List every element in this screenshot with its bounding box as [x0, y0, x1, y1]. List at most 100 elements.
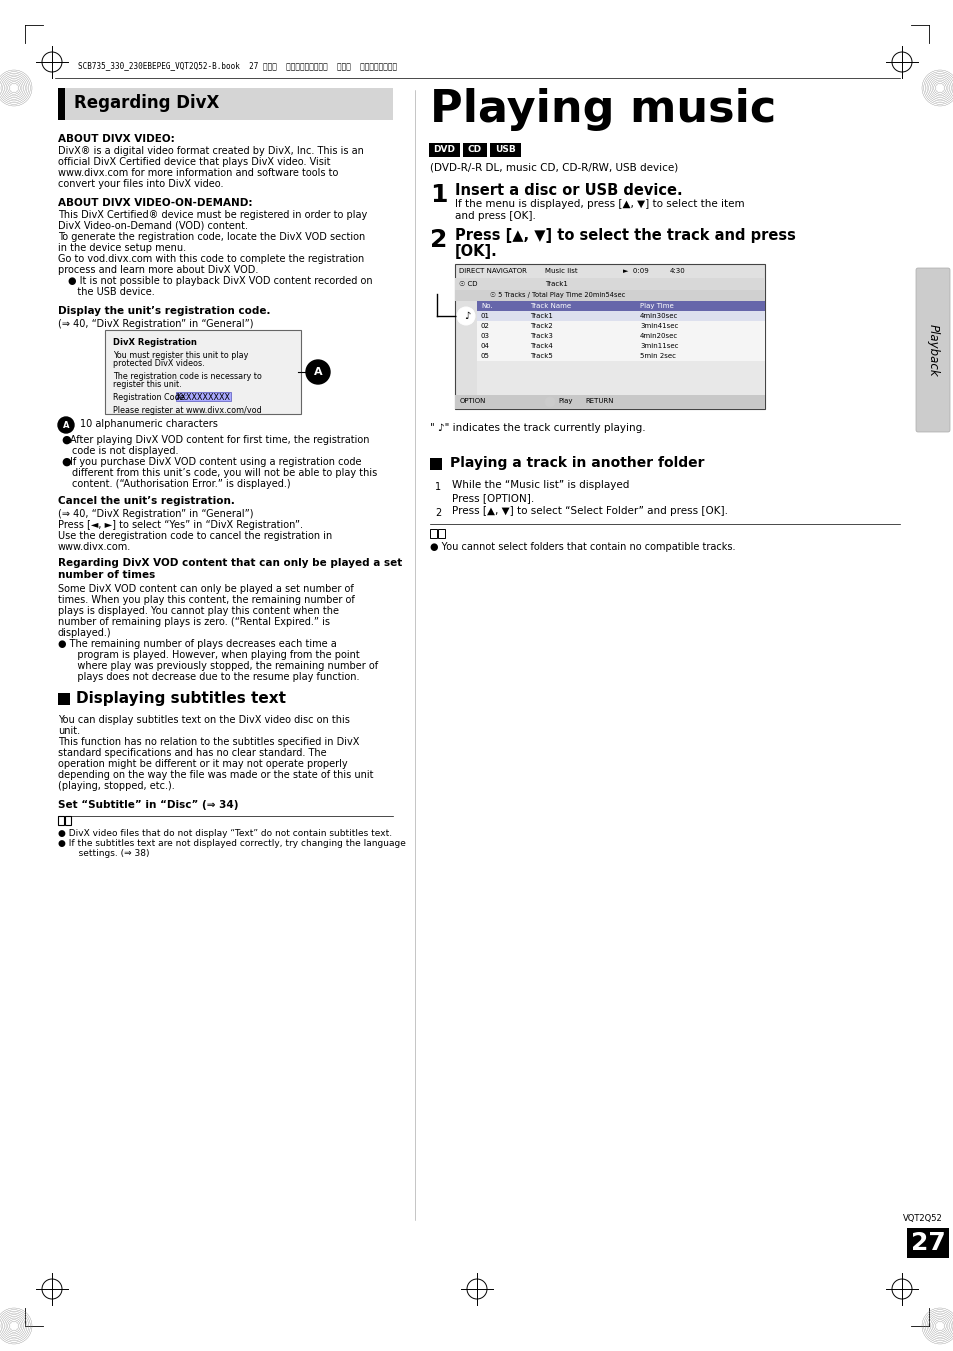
Text: The registration code is necessary to: The registration code is necessary to	[112, 372, 262, 381]
Text: code is not displayed.: code is not displayed.	[71, 446, 178, 457]
FancyBboxPatch shape	[476, 301, 764, 311]
Text: DivX Video-on-Demand (VOD) content.: DivX Video-on-Demand (VOD) content.	[58, 222, 248, 231]
Text: displayed.): displayed.)	[58, 628, 112, 638]
Text: ●: ●	[61, 457, 71, 467]
Text: Displaying subtitles text: Displaying subtitles text	[76, 690, 286, 705]
Text: 02: 02	[480, 323, 489, 330]
Circle shape	[544, 397, 555, 407]
Text: official DivX Certified device that plays DivX video. Visit: official DivX Certified device that play…	[58, 157, 330, 168]
Text: USB: USB	[495, 146, 516, 154]
Text: number of times: number of times	[58, 570, 155, 580]
Text: Playing a track in another folder: Playing a track in another folder	[450, 457, 703, 470]
FancyBboxPatch shape	[430, 458, 441, 470]
Text: [OK].: [OK].	[455, 245, 497, 259]
Text: 4min20sec: 4min20sec	[639, 332, 678, 339]
Text: Track5: Track5	[530, 353, 552, 359]
FancyBboxPatch shape	[175, 392, 231, 401]
FancyBboxPatch shape	[490, 143, 520, 157]
Text: ABOUT DIVX VIDEO-ON-DEMAND:: ABOUT DIVX VIDEO-ON-DEMAND:	[58, 199, 253, 208]
Text: DivX Registration: DivX Registration	[112, 338, 196, 347]
Text: in the device setup menu.: in the device setup menu.	[58, 243, 186, 253]
Text: ● It is not possible to playback DivX VOD content recorded on: ● It is not possible to playback DivX VO…	[68, 276, 373, 286]
FancyBboxPatch shape	[455, 394, 764, 409]
FancyBboxPatch shape	[455, 263, 764, 409]
Text: Music list: Music list	[544, 267, 577, 274]
FancyBboxPatch shape	[455, 394, 764, 409]
Text: CD: CD	[468, 146, 481, 154]
Text: Press [◄, ►] to select “Yes” in “DivX Registration”.: Press [◄, ►] to select “Yes” in “DivX Re…	[58, 520, 303, 530]
Text: No.: No.	[480, 303, 492, 309]
Text: convert your files into DivX video.: convert your files into DivX video.	[58, 178, 223, 189]
Text: ☉ 5 Tracks / Total Play Time 20min54sec: ☉ 5 Tracks / Total Play Time 20min54sec	[490, 292, 624, 299]
Circle shape	[430, 505, 446, 521]
Text: 2: 2	[435, 508, 440, 517]
Text: DVD: DVD	[433, 146, 455, 154]
Circle shape	[306, 359, 330, 384]
Text: 2: 2	[430, 228, 447, 253]
Text: Track3: Track3	[530, 332, 553, 339]
Text: ● If the subtitles text are not displayed correctly, try changing the language: ● If the subtitles text are not displaye…	[58, 839, 405, 848]
FancyBboxPatch shape	[906, 1228, 948, 1258]
Text: 4min30sec: 4min30sec	[639, 313, 678, 319]
FancyBboxPatch shape	[476, 361, 764, 394]
Text: SCB735_330_230EBEPEG_VQT2Q52-B.book  27 ページ  ２０１０年２月９日  火曜日  午前１０時５１分: SCB735_330_230EBEPEG_VQT2Q52-B.book 27 ペ…	[78, 61, 396, 70]
Text: Play Time: Play Time	[639, 303, 673, 309]
Text: Cancel the unit’s registration.: Cancel the unit’s registration.	[58, 496, 234, 507]
Text: ♪: ♪	[463, 311, 470, 322]
Text: ● DivX video files that do not display “Text” do not contain subtitles text.: ● DivX video files that do not display “…	[58, 830, 392, 838]
Text: Playing music: Playing music	[430, 88, 776, 131]
Text: DivX® is a digital video format created by DivX, Inc. This is an: DivX® is a digital video format created …	[58, 146, 363, 155]
Text: You must register this unit to play: You must register this unit to play	[112, 351, 248, 359]
Text: DIRECT NAVIGATOR: DIRECT NAVIGATOR	[458, 267, 526, 274]
FancyBboxPatch shape	[429, 143, 459, 157]
Text: Press [▲, ▼] to select “Select Folder” and press [OK].: Press [▲, ▼] to select “Select Folder” a…	[452, 507, 727, 516]
Text: times. When you play this content, the remaining number of: times. When you play this content, the r…	[58, 594, 355, 605]
Text: ABOUT DIVX VIDEO:: ABOUT DIVX VIDEO:	[58, 134, 174, 145]
Text: 3min11sec: 3min11sec	[639, 343, 678, 349]
Circle shape	[936, 85, 942, 91]
Text: OPTION: OPTION	[459, 399, 486, 404]
FancyBboxPatch shape	[58, 816, 64, 825]
Text: (⇒ 40, “DivX Registration” in “General”): (⇒ 40, “DivX Registration” in “General”)	[58, 319, 253, 330]
FancyBboxPatch shape	[65, 816, 71, 825]
Circle shape	[936, 1323, 942, 1329]
Text: 1: 1	[430, 182, 447, 207]
Text: Set “Subtitle” in “Disc” (⇒ 34): Set “Subtitle” in “Disc” (⇒ 34)	[58, 800, 238, 811]
Text: Use the deregistration code to cancel the registration in: Use the deregistration code to cancel th…	[58, 531, 332, 540]
Text: ●: ●	[61, 435, 71, 444]
Text: A: A	[314, 367, 322, 377]
Text: Track1: Track1	[544, 281, 567, 286]
FancyBboxPatch shape	[476, 351, 764, 361]
Text: Track2: Track2	[530, 323, 552, 330]
Circle shape	[11, 1323, 17, 1329]
Text: If you purchase DivX VOD content using a registration code: If you purchase DivX VOD content using a…	[70, 457, 361, 467]
Text: program is played. However, when playing from the point: program is played. However, when playing…	[68, 650, 359, 661]
Text: protected DivX videos.: protected DivX videos.	[112, 359, 204, 367]
Text: depending on the way the file was made or the state of this unit: depending on the way the file was made o…	[58, 770, 374, 780]
Text: You can display subtitles text on the DivX video disc on this: You can display subtitles text on the Di…	[58, 715, 350, 725]
Text: Regarding DivX VOD content that can only be played a set: Regarding DivX VOD content that can only…	[58, 558, 402, 567]
FancyBboxPatch shape	[476, 322, 764, 331]
Text: If the menu is displayed, press [▲, ▼] to select the item: If the menu is displayed, press [▲, ▼] t…	[455, 199, 744, 209]
Text: Please register at www.divx.com/vod: Please register at www.divx.com/vod	[112, 407, 261, 415]
Text: 05: 05	[480, 353, 489, 359]
Text: and press [OK].: and press [OK].	[455, 211, 536, 222]
Text: different from this unit’s code, you will not be able to play this: different from this unit’s code, you wil…	[71, 467, 376, 478]
Text: " ♪" indicates the track currently playing.: " ♪" indicates the track currently playi…	[430, 423, 645, 434]
Text: Registration Code:: Registration Code:	[112, 393, 190, 403]
FancyBboxPatch shape	[58, 88, 65, 120]
Text: 1: 1	[435, 482, 440, 492]
Text: the USB device.: the USB device.	[68, 286, 154, 297]
Text: plays does not decrease due to the resume play function.: plays does not decrease due to the resum…	[68, 671, 359, 682]
Text: While the “Music list” is displayed: While the “Music list” is displayed	[452, 480, 629, 490]
FancyBboxPatch shape	[915, 267, 949, 432]
Text: where play was previously stopped, the remaining number of: where play was previously stopped, the r…	[68, 661, 377, 671]
Text: Some DivX VOD content can only be played a set number of: Some DivX VOD content can only be played…	[58, 584, 354, 594]
FancyBboxPatch shape	[430, 530, 436, 538]
Text: (⇒ 40, “DivX Registration” in “General”): (⇒ 40, “DivX Registration” in “General”)	[58, 509, 253, 519]
Text: Regarding DivX: Regarding DivX	[74, 95, 219, 112]
FancyBboxPatch shape	[437, 530, 444, 538]
Text: 04: 04	[480, 343, 489, 349]
Text: Display the unit’s registration code.: Display the unit’s registration code.	[58, 305, 271, 316]
Text: 5min 2sec: 5min 2sec	[639, 353, 676, 359]
